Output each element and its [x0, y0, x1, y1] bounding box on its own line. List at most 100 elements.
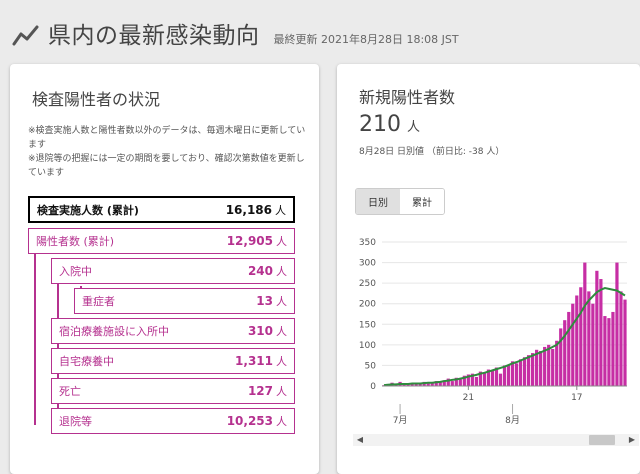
bar — [466, 374, 470, 386]
home-value: 1,311 — [235, 354, 273, 368]
bar — [595, 270, 599, 386]
bar — [446, 378, 450, 386]
severe-box: 重症者 13 人 — [74, 288, 295, 314]
bar — [579, 287, 583, 386]
bar — [611, 311, 615, 386]
new-cases-value: 210 人 — [359, 112, 420, 137]
bar — [402, 384, 406, 386]
new-cases-subtext: 8月28日 日別値 （前日比: -38 人） — [359, 147, 505, 157]
severe-value: 13 — [256, 294, 273, 308]
bar — [474, 376, 478, 386]
bar — [551, 348, 555, 386]
severe-label: 重症者 — [82, 295, 115, 308]
bar — [502, 365, 507, 386]
x-tick-label: 17 — [571, 393, 582, 403]
bar — [547, 344, 551, 386]
home-unit: 人 — [276, 355, 287, 368]
bar — [430, 382, 434, 386]
bar — [571, 303, 575, 386]
hospitalized-unit: 人 — [276, 265, 287, 278]
deaths-label: 死亡 — [59, 385, 81, 398]
bar — [567, 311, 571, 386]
bar — [478, 371, 483, 386]
bar — [470, 373, 474, 386]
bar — [522, 357, 527, 386]
month-label: 8月 — [505, 415, 520, 426]
tab-daily[interactable]: 日別 — [356, 189, 400, 214]
test-status-card: 検査陽性者の状況 ※検査実施人数と陽性者数以外のデータは、毎週木曜日に更新してい… — [10, 64, 319, 474]
y-tick-label: 100 — [359, 341, 376, 351]
bar — [410, 384, 414, 386]
bar — [623, 299, 627, 386]
positive-unit: 人 — [276, 235, 287, 248]
bar — [615, 262, 619, 386]
bar — [531, 353, 535, 386]
bar — [450, 381, 454, 386]
positive-count-box: 陽性者数 (累計) 12,905 人 — [28, 228, 295, 254]
bar — [619, 291, 623, 386]
y-tick-label: 250 — [359, 279, 376, 289]
hotel-value: 310 — [247, 324, 273, 338]
home-label: 自宅療養中 — [59, 355, 114, 368]
bar — [563, 320, 567, 386]
positive-label: 陽性者数 (累計) — [36, 235, 115, 248]
y-tick-label: 200 — [359, 300, 376, 310]
bar — [442, 380, 446, 386]
bar — [498, 373, 503, 386]
bar — [518, 359, 523, 386]
bar — [490, 370, 495, 386]
connector-line — [34, 241, 36, 425]
page-title: 県内の最新感染動向 — [48, 23, 260, 49]
new-cases-number: 210 — [359, 112, 401, 137]
bar — [494, 367, 499, 386]
bar — [603, 316, 607, 386]
new-cases-card: 新規陽性者数 210 人 8月28日 日別値 （前日比: -38 人） 日別 累計… — [337, 64, 640, 474]
scroll-right-icon[interactable]: ▶ — [628, 435, 636, 444]
bar — [583, 262, 587, 386]
x-tick-label: 21 — [463, 393, 474, 403]
home-box: 自宅療養中 1,311 人 — [51, 348, 295, 374]
bar — [482, 372, 487, 386]
bar — [438, 382, 442, 386]
view-toggle: 日別 累計 — [355, 188, 445, 215]
page-header: 県内の最新感染動向 最終更新 2021年8月28日 18:08 JST — [12, 12, 459, 50]
deaths-unit: 人 — [276, 385, 287, 398]
deaths-value: 127 — [247, 384, 273, 398]
severe-unit: 人 — [276, 295, 287, 308]
recovered-box: 退院等 10,253 人 — [51, 408, 295, 434]
bar — [587, 291, 591, 386]
last-updated: 最終更新 2021年8月28日 18:08 JST — [273, 33, 459, 46]
bar — [555, 340, 559, 386]
bar — [510, 361, 515, 386]
card-title: 新規陽性者数 — [359, 88, 456, 107]
bar — [543, 346, 547, 386]
bar — [506, 364, 511, 386]
hotel-unit: 人 — [276, 325, 287, 338]
bar — [458, 379, 462, 386]
bar — [607, 318, 611, 386]
tested-value: 16,186 — [225, 202, 272, 217]
hotel-label: 宿泊療養施設に入所中 — [59, 325, 169, 338]
chart-scrollbar[interactable]: ◀ ▶ — [353, 434, 639, 446]
bar — [426, 383, 430, 386]
tested-unit: 人 — [275, 203, 286, 217]
bar — [434, 381, 438, 386]
y-tick-label: 350 — [359, 238, 376, 248]
bar — [599, 279, 603, 386]
bar — [575, 295, 579, 386]
hospitalized-label: 入院中 — [59, 265, 92, 278]
bar — [539, 351, 543, 386]
hotel-box: 宿泊療養施設に入所中 310 人 — [51, 318, 295, 344]
y-tick-label: 0 — [370, 382, 376, 392]
note-2: ※退院等の把握には一定の期間を要しており、確認次第数値を更新しています — [28, 154, 305, 178]
recovered-value: 10,253 — [226, 414, 273, 428]
bar — [486, 369, 491, 386]
card-title: 検査陽性者の状況 — [32, 90, 161, 109]
scroll-left-icon[interactable]: ◀ — [356, 435, 364, 444]
tested-count-box: 検査実施人数 (累計) 16,186 人 — [28, 196, 295, 223]
scroll-thumb[interactable] — [589, 435, 615, 445]
notes: ※検査実施人数と陽性者数以外のデータは、毎週木曜日に更新しています ※退院等の把… — [28, 124, 313, 180]
bar — [535, 349, 539, 386]
new-cases-unit: 人 — [407, 120, 421, 135]
tab-cumulative[interactable]: 累計 — [400, 189, 444, 214]
